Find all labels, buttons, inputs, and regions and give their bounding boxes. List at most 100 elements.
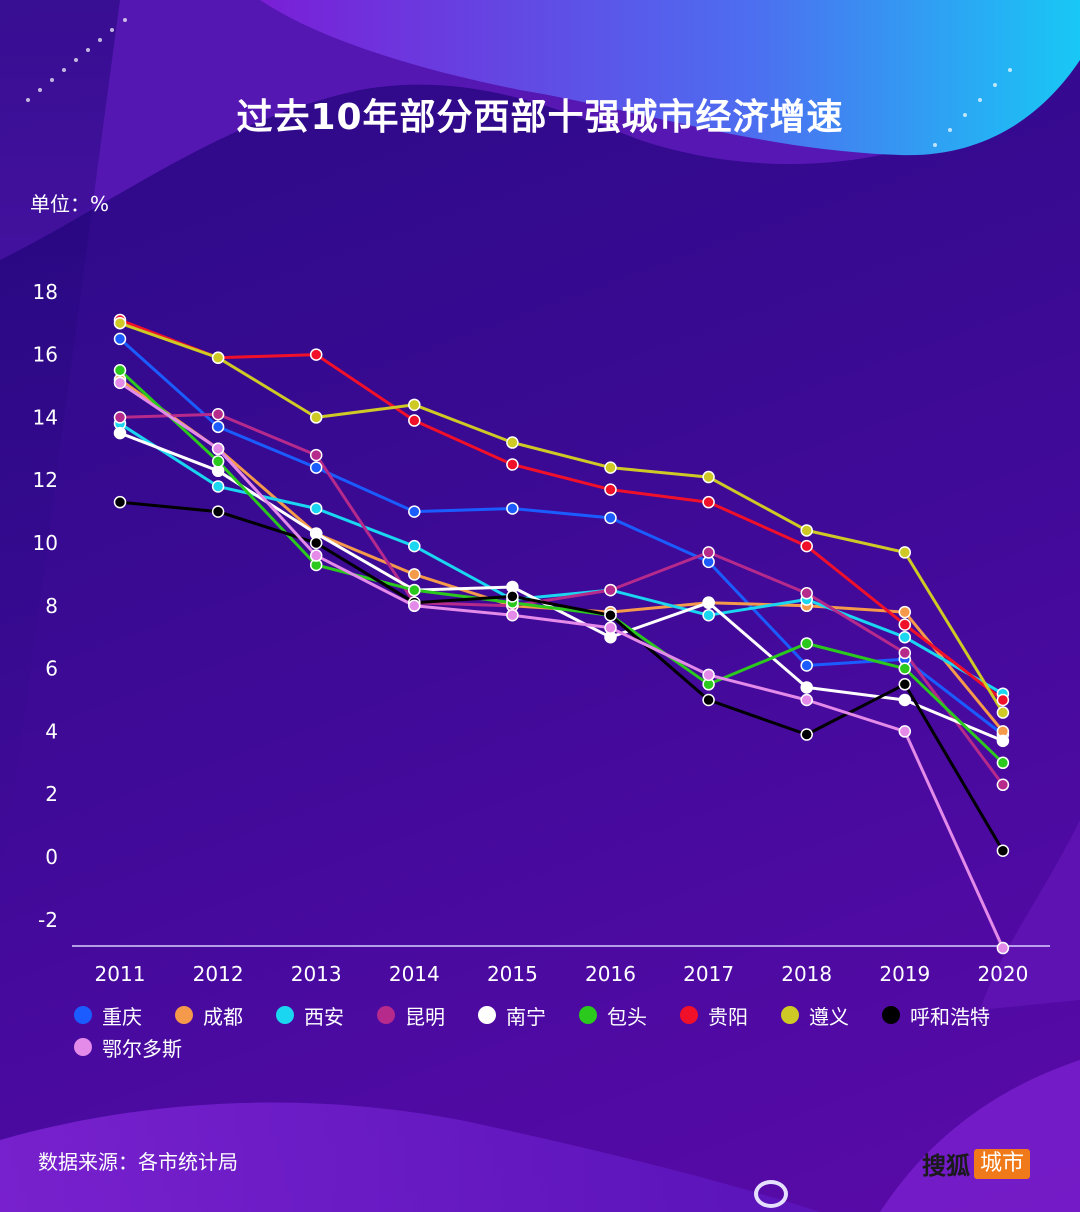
data-point bbox=[211, 420, 225, 434]
legend-swatch-icon bbox=[579, 1006, 597, 1024]
data-point bbox=[506, 608, 519, 622]
y-axis-ticks: -2 0 2 4 6 8 10 12 14 16 18 bbox=[33, 280, 58, 932]
data-point bbox=[113, 364, 127, 377]
data-point bbox=[506, 458, 519, 471]
legend-swatch-icon bbox=[781, 1006, 799, 1024]
data-point bbox=[113, 376, 127, 390]
data-point bbox=[702, 668, 715, 682]
data-point bbox=[211, 351, 225, 364]
data-point bbox=[996, 734, 1010, 748]
series-line bbox=[119, 318, 1004, 702]
series-line bbox=[118, 369, 1004, 764]
legend-swatch-icon bbox=[74, 1006, 92, 1024]
data-point bbox=[800, 728, 813, 741]
series-points bbox=[113, 313, 1010, 955]
data-point bbox=[408, 505, 421, 518]
data-point bbox=[309, 502, 323, 515]
legend-item: 重庆 bbox=[74, 1004, 175, 1029]
legend-swatch-icon bbox=[882, 1006, 900, 1024]
data-point bbox=[506, 436, 519, 449]
x-tick-label: 2011 bbox=[95, 962, 146, 986]
legend-item: 遵义 bbox=[781, 1004, 882, 1029]
legend-swatch-icon bbox=[478, 1006, 496, 1024]
legend-item: 包头 bbox=[579, 1004, 680, 1029]
data-point bbox=[211, 442, 225, 456]
legend-item: 西安 bbox=[276, 1004, 377, 1029]
legend-label: 重庆 bbox=[102, 1004, 142, 1029]
data-point bbox=[408, 414, 421, 427]
legend-label: 成都 bbox=[203, 1004, 243, 1029]
ring-decoration bbox=[754, 1180, 788, 1208]
legend-label: 西安 bbox=[304, 1004, 344, 1029]
data-point bbox=[800, 681, 813, 694]
data-point bbox=[211, 480, 225, 493]
data-point bbox=[309, 348, 323, 361]
data-point bbox=[702, 546, 715, 559]
data-point bbox=[996, 844, 1010, 857]
legend-label: 南宁 bbox=[506, 1004, 546, 1029]
legend-item: 成都 bbox=[175, 1004, 276, 1029]
y-tick-label: 4 bbox=[45, 719, 58, 743]
legend-swatch-icon bbox=[276, 1006, 294, 1024]
data-point bbox=[800, 693, 813, 707]
data-point bbox=[898, 662, 912, 675]
brand-badge: 城市 bbox=[974, 1148, 1031, 1179]
y-tick-label: 8 bbox=[45, 594, 58, 618]
data-point bbox=[604, 483, 617, 496]
data-point bbox=[506, 502, 519, 515]
unit-label: 单位：% bbox=[30, 192, 110, 216]
data-point bbox=[408, 599, 421, 613]
data-point bbox=[309, 461, 323, 474]
x-tick-label: 2019 bbox=[879, 962, 930, 986]
x-tick-label: 2012 bbox=[193, 962, 244, 986]
y-tick-label: 0 bbox=[45, 845, 58, 869]
y-tick-label: 6 bbox=[45, 657, 58, 681]
data-point bbox=[113, 332, 127, 346]
y-tick-label: -2 bbox=[38, 908, 58, 932]
legend-label: 鄂尔多斯 bbox=[102, 1036, 182, 1061]
data-point bbox=[408, 583, 421, 597]
legend-swatch-icon bbox=[175, 1006, 193, 1024]
data-point bbox=[996, 693, 1010, 707]
data-point bbox=[898, 693, 912, 707]
data-point bbox=[604, 608, 617, 622]
x-axis-ticks: 2011 2012 2013 2014 2015 2016 2017 2018 2019 2020 bbox=[95, 962, 1029, 986]
data-point bbox=[996, 941, 1010, 955]
y-tick-label: 18 bbox=[33, 280, 58, 304]
x-tick-label: 2015 bbox=[487, 962, 538, 986]
data-point bbox=[898, 725, 912, 738]
data-point bbox=[309, 536, 323, 550]
x-tick-label: 2016 bbox=[585, 962, 636, 986]
y-tick-label: 12 bbox=[33, 468, 58, 492]
data-point bbox=[898, 630, 912, 644]
data-point bbox=[702, 596, 715, 609]
data-point bbox=[506, 590, 519, 603]
data-point bbox=[113, 316, 127, 330]
data-point bbox=[898, 618, 912, 631]
x-tick-label: 2013 bbox=[291, 962, 342, 986]
data-point bbox=[113, 495, 127, 509]
data-point bbox=[309, 411, 323, 424]
data-source: 数据来源：各市统计局 bbox=[38, 1150, 238, 1174]
data-point bbox=[702, 495, 715, 509]
data-point bbox=[996, 778, 1010, 792]
legend-label: 遵义 bbox=[809, 1004, 849, 1029]
x-tick-label: 2018 bbox=[781, 962, 832, 986]
legend-label: 呼和浩特 bbox=[910, 1004, 990, 1029]
data-point bbox=[408, 398, 421, 412]
data-point bbox=[309, 448, 323, 462]
data-point bbox=[408, 568, 421, 581]
brand-logo: 搜狐 城市 bbox=[922, 1146, 1031, 1181]
data-point bbox=[898, 546, 912, 559]
data-point bbox=[800, 524, 813, 537]
legend-item: 南宁 bbox=[478, 1004, 579, 1029]
legend-item: 贵阳 bbox=[680, 1004, 781, 1029]
data-point bbox=[211, 505, 225, 518]
legend-swatch-icon bbox=[74, 1038, 92, 1056]
data-point bbox=[604, 621, 617, 635]
data-point bbox=[800, 637, 813, 650]
legend-item: 呼和浩特 bbox=[882, 1004, 1022, 1029]
chart-title: 过去10年部分西部十强城市经济增速 bbox=[236, 97, 844, 138]
